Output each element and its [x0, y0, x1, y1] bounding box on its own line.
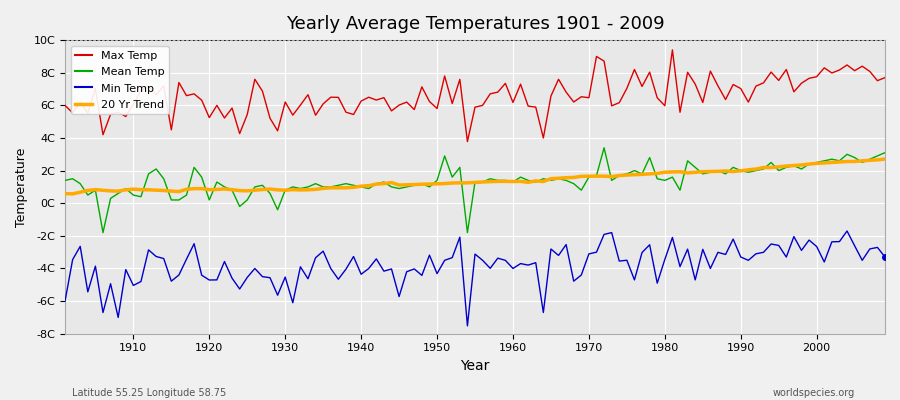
Title: Yearly Average Temperatures 1901 - 2009: Yearly Average Temperatures 1901 - 2009 — [285, 15, 664, 33]
Text: Latitude 55.25 Longitude 58.75: Latitude 55.25 Longitude 58.75 — [72, 388, 226, 398]
Text: worldspecies.org: worldspecies.org — [773, 388, 855, 398]
X-axis label: Year: Year — [460, 359, 490, 373]
Legend: Max Temp, Mean Temp, Min Temp, 20 Yr Trend: Max Temp, Mean Temp, Min Temp, 20 Yr Tre… — [70, 46, 168, 114]
Y-axis label: Temperature: Temperature — [15, 147, 28, 227]
